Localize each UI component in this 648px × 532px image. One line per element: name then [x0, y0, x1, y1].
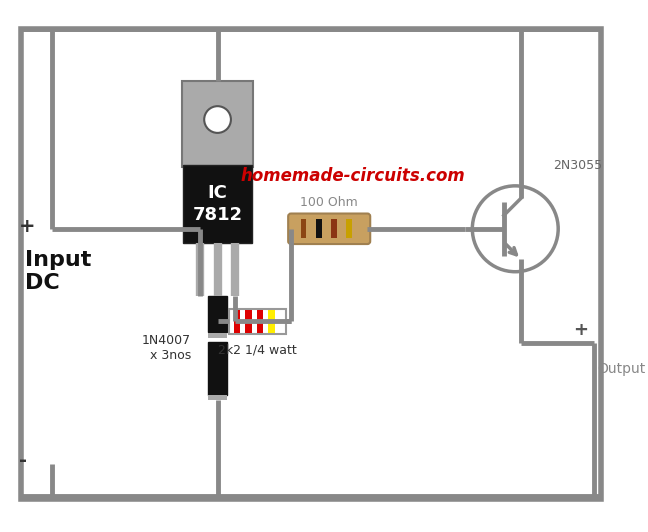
Bar	[245, 310, 252, 333]
Text: +: +	[19, 218, 36, 236]
FancyBboxPatch shape	[182, 81, 253, 167]
FancyBboxPatch shape	[208, 342, 227, 395]
Text: Input
DC: Input DC	[25, 250, 91, 293]
Bar	[229, 309, 286, 334]
FancyBboxPatch shape	[208, 296, 227, 332]
Text: -: -	[19, 451, 27, 470]
Text: IC
7812: IC 7812	[192, 184, 242, 224]
FancyBboxPatch shape	[183, 165, 252, 243]
Text: 1N4007
x 3nos: 1N4007 x 3nos	[142, 334, 191, 362]
Bar	[316, 219, 321, 238]
Bar	[347, 219, 352, 238]
Bar	[331, 219, 337, 238]
FancyBboxPatch shape	[288, 213, 370, 244]
Circle shape	[204, 106, 231, 133]
Bar	[257, 310, 263, 333]
Text: 2N3055: 2N3055	[553, 160, 603, 172]
Text: Output: Output	[597, 362, 645, 376]
Text: homemade-circuits.com: homemade-circuits.com	[240, 167, 465, 185]
Text: +: +	[573, 320, 588, 338]
Bar	[234, 310, 240, 333]
Text: 2k2 1/4 watt: 2k2 1/4 watt	[218, 343, 297, 356]
Bar	[208, 395, 227, 400]
Bar	[301, 219, 307, 238]
Text: 100 Ohm: 100 Ohm	[300, 196, 358, 209]
Bar	[208, 333, 227, 338]
Bar	[268, 310, 275, 333]
